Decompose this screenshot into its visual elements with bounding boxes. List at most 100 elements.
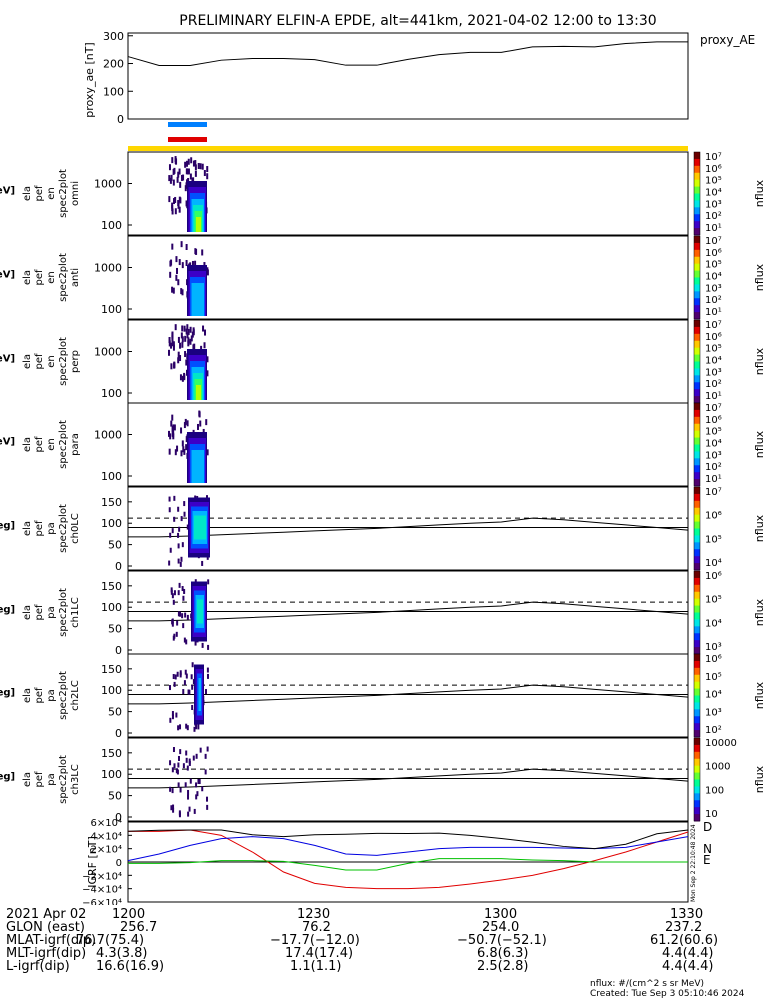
spectra-pixel bbox=[206, 356, 209, 363]
spectra-pixel bbox=[185, 359, 188, 366]
panel-label-part: ch1LC bbox=[70, 597, 81, 628]
panel-label-part: pef bbox=[34, 353, 45, 370]
panel-label-part: spec2plot bbox=[58, 671, 69, 720]
spectra-tick-label: 100 bbox=[101, 303, 122, 316]
colorbar-tick-label: 10² bbox=[705, 295, 722, 306]
colorbar-tick-label: 10¹ bbox=[705, 391, 722, 402]
panel-label-part: anti bbox=[70, 268, 81, 287]
pa-pixel bbox=[172, 807, 175, 813]
spectra-pixel bbox=[180, 241, 183, 248]
colorbar: 10⁶ 10⁵ 10⁴ 10³ nflux bbox=[693, 570, 766, 655]
pa-pixel bbox=[168, 507, 171, 513]
footer-mlat-label: MLAT-igrf(dip) bbox=[6, 933, 97, 948]
spectra-pixel bbox=[170, 363, 173, 370]
pa-tick-label: 0 bbox=[115, 727, 122, 740]
panel-label-part: en bbox=[46, 438, 57, 451]
spectra-pixel bbox=[168, 430, 171, 437]
panel-label-part: pa bbox=[46, 606, 57, 618]
spectra-pixel bbox=[177, 336, 180, 343]
pa-tick-label: 100 bbox=[101, 768, 122, 781]
pa-pixel bbox=[193, 808, 196, 814]
footer-t1: 1230 bbox=[297, 907, 331, 922]
panel-label-part: spec2plot bbox=[58, 420, 69, 469]
pa-loss-cone-line bbox=[128, 517, 689, 538]
spectra-tick-label: 1000 bbox=[94, 429, 122, 442]
colorbar-tick-label: 10⁵ bbox=[705, 427, 722, 438]
spectra-pixel bbox=[173, 198, 176, 205]
pa-pixel bbox=[197, 724, 200, 730]
spectra-pixel bbox=[174, 208, 177, 215]
colorbar-tick-label: 10⁶ bbox=[705, 164, 722, 175]
spectra-pixel bbox=[201, 249, 204, 256]
spectra-pixel bbox=[206, 173, 209, 180]
spectra-pixel bbox=[178, 168, 181, 175]
colorbar-tick-label: 10² bbox=[705, 211, 722, 222]
spectra-flux-blob bbox=[196, 217, 201, 232]
spectra-pixel bbox=[186, 168, 189, 175]
elfin-summary-plot: PRELIMINARY ELFIN-A EPDE, alt=441km, 202… bbox=[0, 13, 766, 905]
spectra-pixel bbox=[179, 355, 182, 362]
pa-pixel bbox=[183, 588, 186, 594]
spectra-tick-label: 1000 bbox=[94, 262, 122, 275]
pa-pixel bbox=[177, 506, 180, 512]
pa-pixel bbox=[171, 714, 174, 720]
igrf-e-line bbox=[128, 858, 688, 871]
pa-pixel bbox=[206, 667, 209, 673]
panel-label-part: pa bbox=[46, 689, 57, 701]
pa-pixel bbox=[176, 671, 179, 677]
spectra-pixel bbox=[171, 331, 174, 338]
footer-glon-2: 254.0 bbox=[482, 920, 520, 935]
spectra-tick-label: 100 bbox=[101, 470, 122, 483]
colorbar-label: nflux bbox=[753, 263, 766, 291]
pa-pixel bbox=[177, 543, 180, 549]
footer-glon-1: 76.2 bbox=[302, 920, 331, 935]
panel-label-part: omni bbox=[70, 181, 81, 206]
panel-label-part: pef bbox=[34, 436, 45, 453]
igrf-tick-label: 0 bbox=[116, 858, 122, 869]
spectra-pixel bbox=[181, 325, 184, 332]
spectra-pixel bbox=[201, 163, 204, 170]
spectra-tick-label: 100 bbox=[101, 387, 122, 400]
igrf-ylabel: IGRF [nT] bbox=[86, 836, 99, 888]
ae-series-line bbox=[127, 41, 688, 66]
colorbar-tick-label: 10⁴ bbox=[705, 690, 722, 701]
spectra-pixel bbox=[171, 286, 174, 293]
spectra-pixel bbox=[170, 174, 173, 181]
ae-tick-label: 0 bbox=[117, 113, 124, 126]
igrf-legend-n: N bbox=[703, 842, 712, 856]
spectra-pixel bbox=[171, 243, 174, 250]
red-interval-bar bbox=[168, 137, 207, 142]
footer-mlat-1: −17.7(−12.0) bbox=[270, 933, 360, 948]
pa-tick-label: 50 bbox=[108, 623, 122, 636]
spectra-pixel bbox=[177, 171, 180, 178]
pa-pixel bbox=[197, 778, 200, 784]
spectra-pixel bbox=[184, 161, 187, 168]
colorbar-label: nflux bbox=[753, 347, 766, 375]
spectra-pixel bbox=[177, 351, 180, 358]
pa-pixel bbox=[171, 593, 174, 599]
colorbar-label: nflux bbox=[753, 681, 766, 709]
pa-pixel bbox=[177, 782, 180, 788]
spectra-tick-label: 1000 bbox=[94, 178, 122, 191]
spectra-pixel bbox=[174, 196, 177, 203]
panel-label-part: spec2plot bbox=[58, 169, 69, 218]
pa-tick-label: 50 bbox=[108, 790, 122, 803]
pa-pixel bbox=[185, 673, 188, 679]
pa-pixel bbox=[187, 789, 190, 795]
colorbar-tick-label: 10⁴ bbox=[705, 439, 722, 450]
spectra-pixel bbox=[183, 325, 186, 332]
ae-tick-label: 300 bbox=[103, 30, 124, 43]
spectra-pixel bbox=[185, 168, 188, 175]
colorbar-tick-label: 10² bbox=[705, 379, 722, 390]
spectra-pixel bbox=[202, 325, 205, 332]
pa-pixel bbox=[186, 614, 189, 620]
spectra-pixel bbox=[168, 196, 171, 203]
igrf-tick-label: −4×10⁴ bbox=[82, 885, 122, 896]
spectra-pixel bbox=[180, 450, 183, 457]
spectra-pixel bbox=[197, 162, 200, 169]
colorbar-tick-label: 10³ bbox=[705, 450, 722, 461]
pa-pixel bbox=[171, 621, 174, 627]
pa-pixel bbox=[176, 620, 179, 626]
